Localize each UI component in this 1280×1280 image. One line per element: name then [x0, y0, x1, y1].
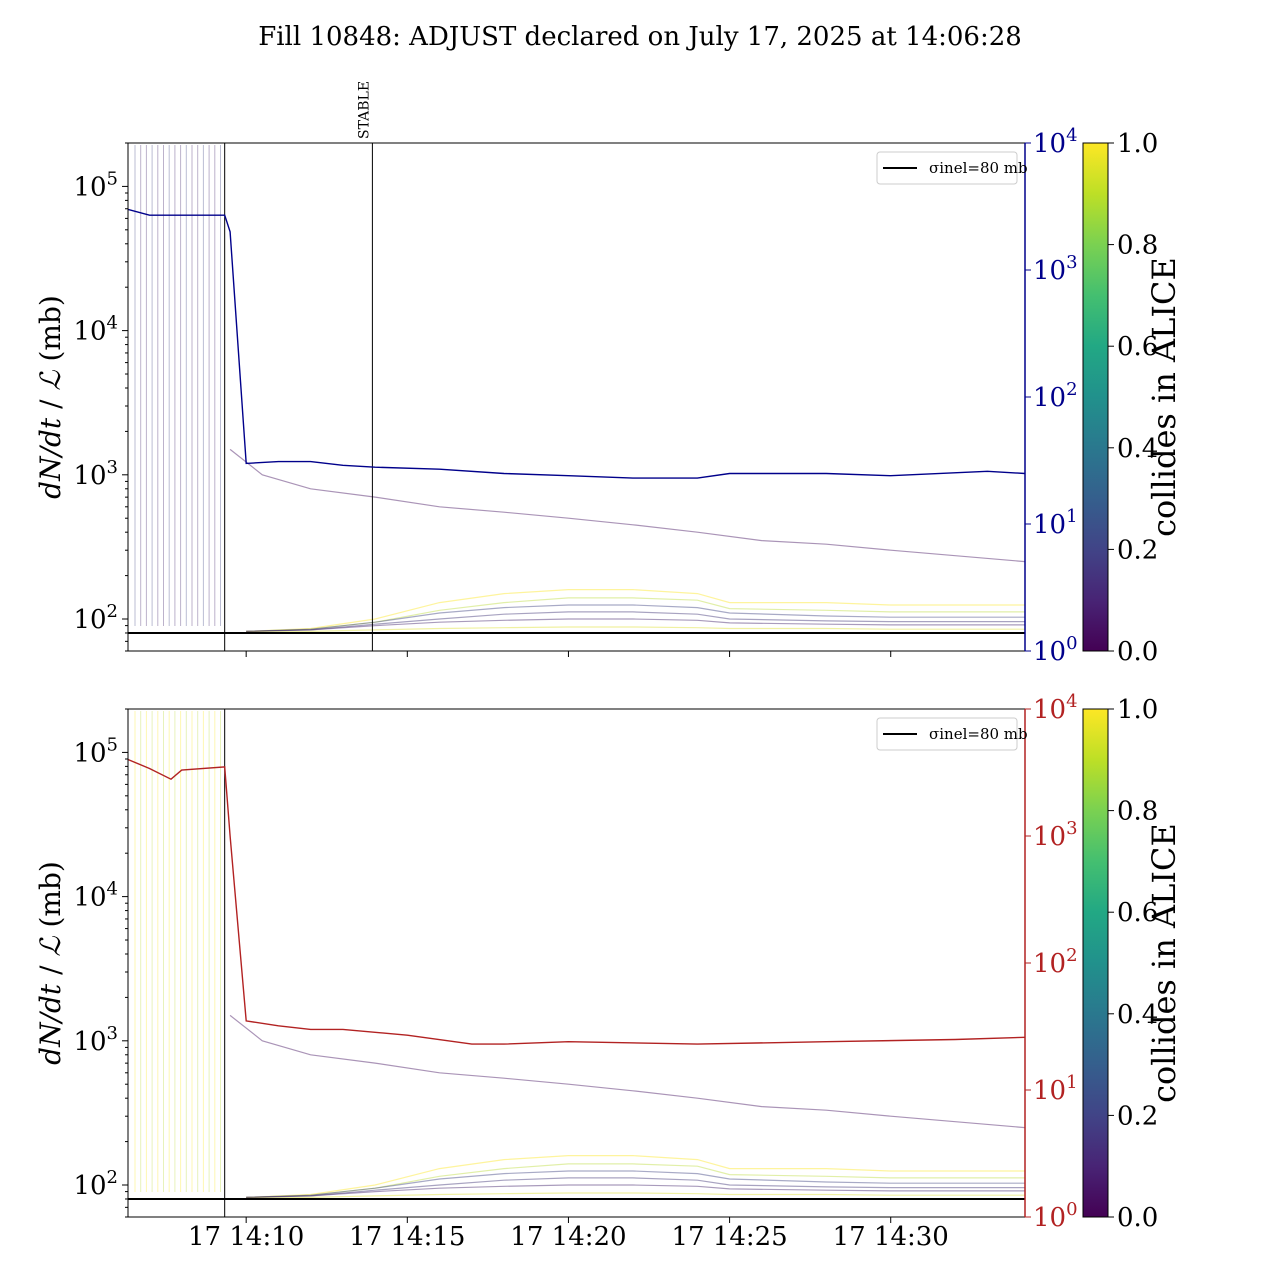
y-tick-label: 105 — [73, 168, 118, 202]
colorbar-tick-label: 0.6 — [1117, 332, 1158, 362]
right-tick-label: 102 — [1033, 379, 1078, 413]
plot-frame-top — [127, 142, 1026, 652]
colorbar-label-top: collides in ALICE — [1145, 257, 1183, 537]
y-tick-label: 103 — [73, 457, 118, 491]
background-series-line — [246, 626, 1025, 633]
stable-marker-label: STABLE — [356, 81, 372, 139]
background-series-line — [246, 1163, 1025, 1198]
x-tick-label: 17 14:20 — [510, 1222, 626, 1252]
right-tick-label: 100 — [1033, 1199, 1078, 1233]
right-tick-label: 103 — [1033, 818, 1078, 852]
right-tick-label: 104 — [1033, 125, 1078, 159]
colorbar-tick-label: 0.8 — [1117, 231, 1158, 261]
right-tick-label: 102 — [1033, 945, 1078, 979]
right-tick-label: 100 — [1033, 633, 1078, 667]
colorbar-tick-label: 0.0 — [1117, 1203, 1158, 1233]
colorbar-tick-label: 1.0 — [1117, 129, 1158, 159]
background-series-line — [229, 1014, 1025, 1129]
background-series-line — [246, 611, 1025, 632]
right-tick-label: 103 — [1033, 252, 1078, 286]
colorbar-tick-label: 0.4 — [1117, 434, 1158, 464]
right-tick-label: 101 — [1033, 1072, 1078, 1106]
y-axis-label-bottom: dN/dt / ℒ (mb) — [34, 861, 67, 1065]
background-series-line — [246, 604, 1025, 632]
colorbar-tick-label: 0.0 — [1117, 637, 1158, 667]
plot-frame-bottom — [127, 708, 1026, 1218]
main-series-line — [128, 758, 1025, 1045]
background-series-line — [246, 588, 1025, 632]
y-tick-label: 102 — [73, 1167, 118, 1201]
background-series-line — [246, 1192, 1025, 1199]
x-tick-label: 17 14:15 — [349, 1222, 465, 1252]
x-tick-label: 17 14:30 — [833, 1222, 949, 1252]
legend-bottom: σinel=80 mb — [876, 717, 1028, 751]
colorbar-tick-label: 0.4 — [1117, 1000, 1158, 1030]
colorbar-top: 0.0 0.2 0.4 0.6 0.8 1.0 collides in ALICE — [1082, 129, 1183, 667]
y-tick-label: 105 — [73, 734, 118, 768]
y-tick-label: 104 — [73, 313, 118, 347]
colorbar-tick-label: 0.8 — [1117, 797, 1158, 827]
colorbar-tick-label: 1.0 — [1117, 695, 1158, 725]
panel-top: STABLE 102 103 104 105 100 101 102 103 104 dN/d… — [34, 81, 1078, 667]
colorbar-tick-label: 0.6 — [1117, 898, 1158, 928]
colorbar-tick-label: 0.2 — [1117, 1101, 1158, 1131]
background-series-line — [246, 597, 1025, 632]
colorbar-label-bottom: collides in ALICE — [1145, 823, 1183, 1103]
background-series-line — [246, 1154, 1025, 1198]
y-tick-label: 103 — [73, 1023, 118, 1057]
x-tick-label: 17 14:25 — [671, 1222, 787, 1252]
panel-bottom: 102 103 104 105 100 101 102 103 104 17 14:10 17 … — [34, 691, 1078, 1252]
legend-label-bottom: σinel=80 mb — [929, 725, 1028, 743]
legend-label-top: σinel=80 mb — [929, 159, 1028, 177]
legend-top: σinel=80 mb — [876, 151, 1028, 185]
chart-title: Fill 10848: ADJUST declared on July 17, … — [258, 22, 1022, 52]
colorbar-tick-label: 0.2 — [1117, 535, 1158, 565]
right-tick-label: 104 — [1033, 691, 1078, 725]
background-series-line — [229, 448, 1025, 563]
main-series-line — [128, 208, 1025, 479]
background-series-line — [246, 1184, 1025, 1198]
y-tick-label: 102 — [73, 601, 118, 635]
background-series-line — [246, 1177, 1025, 1198]
right-tick-label: 101 — [1033, 506, 1078, 540]
y-tick-label: 104 — [73, 879, 118, 913]
colorbar-bottom: 0.0 0.2 0.4 0.6 0.8 1.0 collides in ALICE — [1082, 695, 1183, 1233]
x-tick-label: 17 14:10 — [188, 1222, 304, 1252]
background-series-line — [246, 618, 1025, 632]
y-axis-label-top: dN/dt / ℒ (mb) — [34, 295, 67, 499]
background-series-line — [246, 1170, 1025, 1198]
